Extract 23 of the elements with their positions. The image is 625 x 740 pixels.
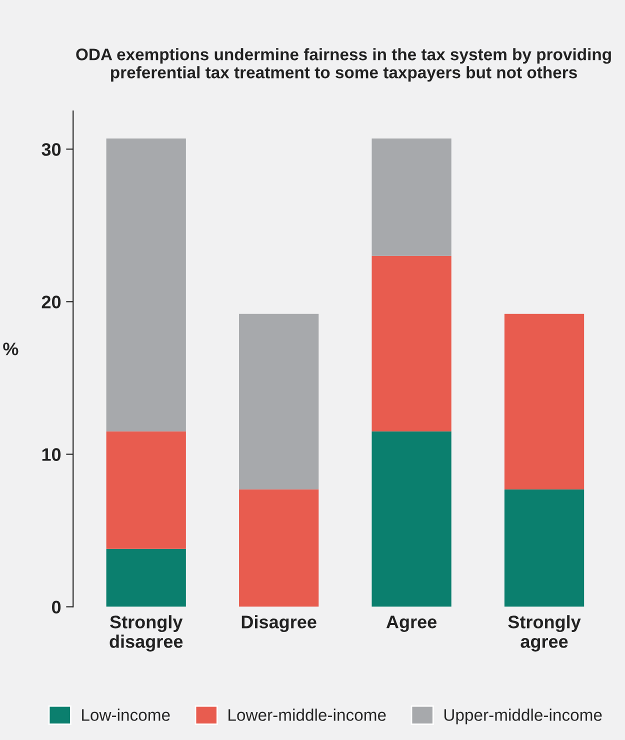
x-tick-label: Agree — [386, 616, 437, 632]
bar — [106, 548, 186, 607]
bar — [372, 256, 452, 432]
bar — [239, 489, 319, 607]
legend-label: Upper-middle-income — [444, 708, 602, 724]
y-tick-label: 0 — [52, 600, 61, 614]
y-tick-label: 10 — [42, 448, 61, 461]
bar — [239, 314, 319, 490]
bar — [106, 431, 186, 549]
bar — [372, 138, 452, 256]
bar — [372, 431, 452, 607]
chart-title: ODA exemptions undermine fairness in the tax system by providing preferential tax treatment to some taxpayers but not others — [76, 48, 611, 82]
y-tick-label: 30 — [42, 143, 61, 156]
x-tick-label: Disagree — [242, 615, 316, 632]
x-tick-label: Strongly disagree — [110, 615, 183, 652]
y-axis-title: % — [3, 342, 18, 356]
bar — [504, 489, 584, 607]
legend-label: Lower-middle-income — [228, 708, 386, 721]
bar — [106, 138, 186, 432]
y-tick-label: 20 — [42, 296, 61, 308]
x-tick-label: Strongly agree — [508, 615, 581, 652]
bar — [504, 314, 584, 490]
legend-label: Low-income — [82, 708, 170, 721]
